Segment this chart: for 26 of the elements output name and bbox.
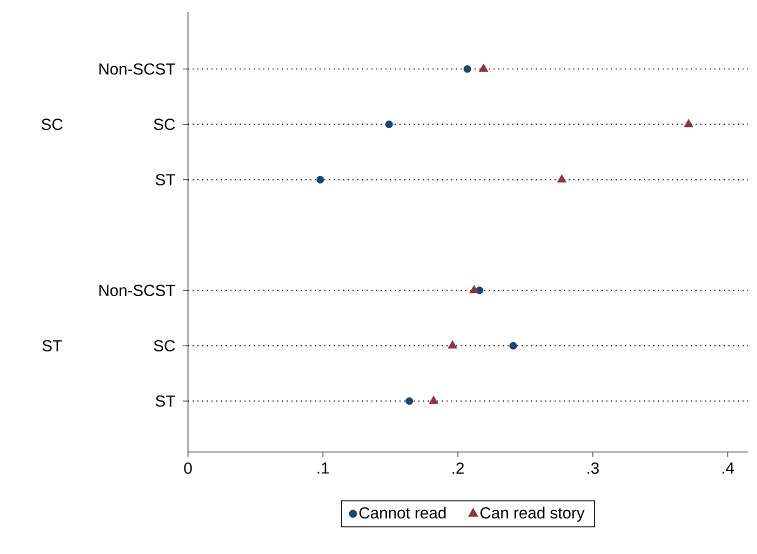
text: SC — [42, 118, 63, 130]
point — [464, 65, 472, 73]
y-tick-label: SC — [154, 340, 175, 352]
x-tick-label: .3 — [588, 462, 599, 474]
point — [406, 397, 414, 405]
legend-label: Can read story — [480, 506, 585, 522]
text: ST — [42, 340, 62, 352]
point — [478, 64, 488, 72]
point — [509, 342, 518, 350]
x-tick-label: .1 — [318, 462, 329, 474]
y-tick-label: SC — [154, 118, 175, 130]
x-tick-label: 0 — [184, 462, 192, 474]
point — [448, 340, 458, 349]
y-tick-label: Non-SCST — [99, 284, 176, 296]
x-tick-label: .2 — [452, 462, 464, 474]
y-tick-label: ST — [156, 174, 176, 186]
point — [469, 284, 479, 294]
point — [385, 120, 393, 128]
point — [316, 176, 324, 184]
point — [684, 118, 694, 128]
x-tick-label: .4 — [722, 462, 734, 474]
legend-label: Cannot read — [359, 506, 446, 519]
y-tick-label: Non-SCST — [99, 63, 176, 75]
point — [557, 174, 566, 182]
y-tick-label: ST — [156, 395, 176, 407]
point — [428, 396, 438, 404]
